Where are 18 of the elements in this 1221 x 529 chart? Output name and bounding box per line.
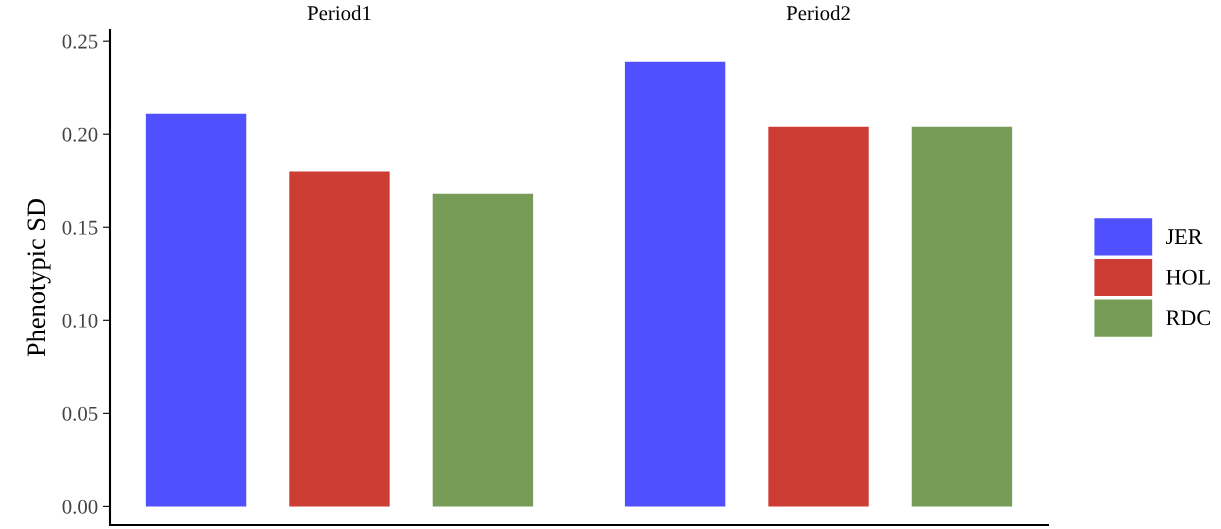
bar [911,126,1013,507]
y-tick-label: 0.05 [62,406,98,421]
y-tick-label: 0.20 [62,127,98,142]
y-tick-label: 0.10 [62,313,98,328]
y-tick-label: 0.00 [62,499,98,514]
bar [768,126,869,507]
bar [145,113,247,507]
bar [289,171,390,507]
x-tick-label: Period1 [307,5,371,21]
bar [624,61,726,507]
y-tick-label: 0.15 [62,220,98,235]
bar [432,193,534,507]
y-axis-title: Phenotypic SD [26,199,51,357]
legend-label: HOL [1166,269,1210,285]
x-tick-label: Period2 [786,5,850,21]
legend-label: RDC [1166,310,1210,326]
y-tick-label: 0.25 [62,34,98,49]
legend-label: JER [1165,229,1203,245]
